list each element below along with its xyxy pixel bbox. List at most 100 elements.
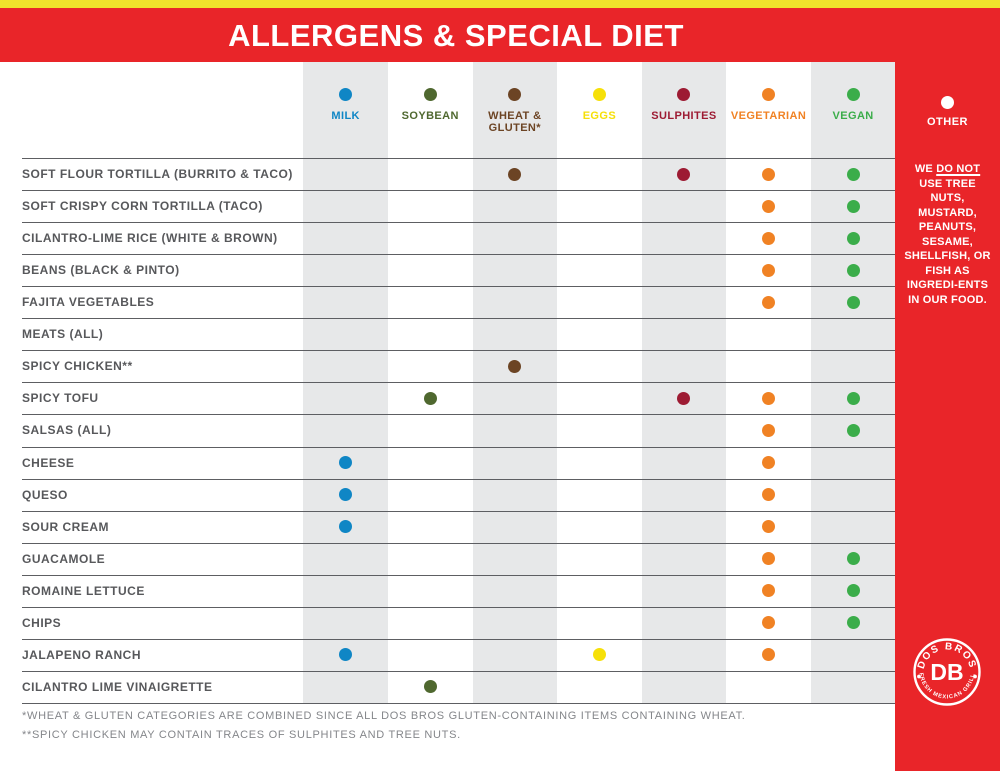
allergen-dot (592, 648, 606, 662)
other-sidebar: OTHER WE DO NOT USE TREE NUTS, MUSTARD, … (895, 62, 1000, 771)
row-label: SPICY TOFU (22, 391, 99, 406)
header-band: ALLERGENS & SPECIAL DIET (0, 8, 1000, 62)
row-divider (22, 670, 895, 672)
row-label: SPICY CHICKEN** (22, 359, 133, 374)
row-divider (22, 510, 895, 512)
row-label: CHIPS (22, 615, 62, 630)
row-divider (22, 446, 895, 448)
allergen-dot (677, 391, 691, 405)
allergen-dot (508, 167, 522, 181)
allergen-dot (762, 520, 776, 534)
allergen-dot (508, 359, 522, 373)
allergen-dot (339, 520, 353, 534)
row-label: SALSAS (ALL) (22, 423, 112, 438)
row-divider (22, 318, 895, 320)
row-label: JALAPENO RANCH (22, 647, 142, 662)
row-divider (22, 254, 895, 256)
column-header: VEGAN (811, 88, 896, 158)
logo-monogram: DB (930, 659, 963, 685)
column-dot (846, 88, 860, 101)
column-dot (762, 88, 776, 101)
column-header: MILK (303, 88, 388, 158)
row-label: GUACAMOLE (22, 551, 106, 566)
logo-right-dot (973, 674, 977, 679)
row-divider (22, 606, 895, 608)
column-label: VEGETARIAN (730, 110, 807, 122)
other-note-prefix: WE (914, 163, 937, 175)
allergen-dot (762, 424, 776, 437)
allergen-dot (846, 584, 860, 598)
other-note: WE DO NOT USE TREE NUTS, MUSTARD, PEANUT… (904, 162, 991, 307)
allergen-dot (762, 199, 776, 213)
allergen-dot (339, 488, 353, 502)
column-dot (508, 88, 522, 101)
allergen-dot (762, 231, 776, 245)
allergen-dot (677, 167, 691, 181)
allergen-table: MILK SOYBEAN WHEAT & GLUTEN* EGGS SULPHITES V… (22, 62, 896, 705)
allergen-dot (762, 263, 776, 277)
row-divider (22, 638, 895, 640)
allergen-dot (762, 456, 776, 470)
column-dot (592, 88, 606, 101)
row-divider (22, 542, 895, 544)
allergen-dot (846, 231, 860, 245)
dosbros-logo: DOS BROS DB FRESH MEXICAN GRILL (913, 638, 981, 706)
allergen-dot (762, 488, 776, 502)
page-title: ALLERGENS & SPECIAL DIET (228, 18, 684, 53)
column-dot (423, 88, 437, 101)
column-label: VEGAN (832, 110, 874, 122)
row-label: SOUR CREAM (22, 519, 110, 534)
row-divider (22, 158, 895, 159)
allergen-dot (762, 391, 776, 405)
row-label: BEANS (BLACK & PINTO) (22, 263, 180, 278)
allergen-dot (846, 295, 860, 309)
row-divider (22, 222, 895, 224)
other-note-rest: USE TREE NUTS, MUSTARD, PEANUTS, SESAME,… (904, 177, 991, 306)
column-label: WHEAT & GLUTEN* (488, 110, 542, 134)
allergen-dot (846, 552, 860, 566)
row-label: MEATS (ALL) (22, 327, 104, 342)
allergen-dot (846, 199, 860, 213)
logo-left-dot (917, 674, 921, 679)
column-header: WHEAT & GLUTEN* (473, 88, 558, 158)
column-header: VEGETARIAN (726, 88, 811, 158)
other-column-dot (941, 96, 954, 109)
column-label: EGGS (582, 110, 617, 122)
column-label: SOYBEAN (401, 110, 459, 122)
allergen-dot (762, 295, 776, 309)
row-divider (22, 190, 895, 192)
row-label: ROMAINE LETTUCE (22, 583, 145, 598)
row-divider (22, 478, 895, 480)
row-label: CILANTRO-LIME RICE (WHITE & BROWN) (22, 231, 278, 246)
other-note-underlined: DO NOT (936, 163, 981, 175)
allergen-dot (762, 648, 776, 662)
allergen-dot (846, 167, 860, 181)
column-label: SULPHITES (651, 110, 717, 122)
allergen-dot (846, 263, 860, 277)
row-divider (22, 286, 895, 288)
column-header: EGGS (557, 88, 642, 158)
other-column-label: OTHER (927, 116, 968, 128)
row-label: QUESO (22, 487, 68, 502)
allergen-dot (846, 391, 860, 405)
column-header: SOYBEAN (388, 88, 473, 158)
row-divider (22, 703, 895, 705)
footnote-wheat-gluten: *WHEAT & GLUTEN CATEGORIES ARE COMBINED … (22, 710, 746, 722)
allergen-dot (339, 648, 353, 662)
column-header: SULPHITES (642, 88, 727, 158)
row-label: SOFT CRISPY CORN TORTILLA (TACO) (22, 199, 263, 214)
allergen-dot (762, 616, 776, 630)
row-divider (22, 382, 895, 384)
allergen-dot (762, 584, 776, 598)
footnote-spicy-chicken: **SPICY CHICKEN MAY CONTAIN TRACES OF SU… (22, 729, 461, 741)
logo-ring (913, 638, 981, 706)
allergen-dot (423, 391, 437, 405)
row-divider (22, 414, 895, 416)
allergen-dot (423, 680, 437, 694)
column-dot (339, 88, 353, 101)
allergen-dot (762, 552, 776, 566)
column-dot (677, 88, 691, 101)
row-divider (22, 574, 895, 576)
allergen-dot (339, 456, 353, 470)
